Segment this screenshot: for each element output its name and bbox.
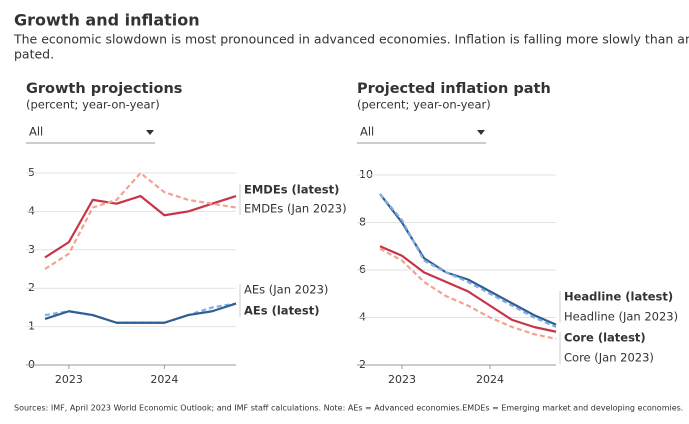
- chart-subtitle: (percent; year-on-year): [26, 98, 160, 112]
- x-tick-label: 2023: [55, 373, 83, 386]
- series-label: EMDEs (Jan 2023): [244, 202, 347, 216]
- x-tick-label: 2023: [388, 373, 416, 386]
- chart-title: Projected inflation path: [357, 81, 551, 97]
- series-label: AEs (latest): [244, 304, 319, 318]
- page-title: Growth and inflation: [14, 11, 200, 30]
- series-line: [44, 302, 237, 324]
- source-note: Sources: IMF, April 2023 World Economic …: [14, 404, 683, 413]
- series-label: Headline (latest): [564, 290, 673, 304]
- x-tick-label: 2024: [150, 373, 178, 386]
- filter-dropdown[interactable]: All: [360, 125, 374, 139]
- page-subtitle: The economic slowdown is most pronounced…: [13, 32, 689, 47]
- series-line: [379, 193, 557, 329]
- series-line: [379, 247, 557, 340]
- series-line: [44, 171, 237, 270]
- series-line: [44, 302, 237, 324]
- series-label: Core (Jan 2023): [564, 351, 654, 365]
- x-tick-label: 2024: [476, 373, 504, 386]
- series-label: Core (latest): [564, 331, 646, 345]
- series-label: EMDEs (latest): [244, 183, 339, 197]
- chart-title: Growth projections: [26, 81, 182, 97]
- series-line: [379, 245, 557, 333]
- page-subtitle: pated.: [14, 47, 54, 62]
- filter-dropdown[interactable]: All: [29, 125, 43, 139]
- dropdown-arrow: [477, 130, 485, 135]
- series-label: AEs (Jan 2023): [244, 283, 328, 297]
- series-line: [44, 194, 237, 259]
- series-label: Headline (Jan 2023): [564, 310, 678, 324]
- dropdown-arrow: [146, 130, 154, 135]
- chart-subtitle: (percent; year-on-year): [357, 98, 491, 112]
